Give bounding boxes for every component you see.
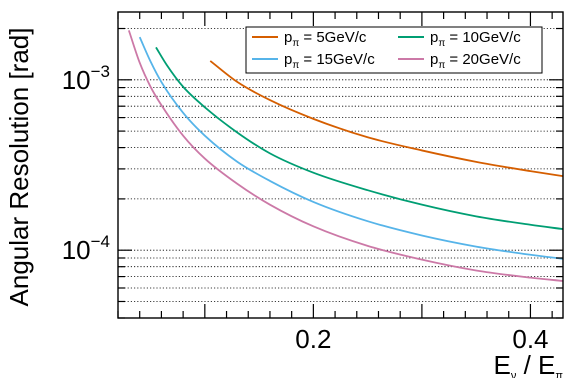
series-line-2 <box>155 46 563 230</box>
legend: pπ = 5GeV/c pπ = 10GeV/c pπ = 15GeV/c pπ = … <box>245 26 543 74</box>
svg-text:Eν / Eπ: Eν / Eπ <box>494 350 564 378</box>
series-line-3 <box>138 36 563 260</box>
legend-entry-label: pπ = 5GeV/c <box>284 29 367 49</box>
x-tick-label: 0.4 <box>512 324 548 354</box>
y-axis-label: Angular Resolution [rad] <box>4 28 34 307</box>
legend-box <box>245 26 543 74</box>
axis-ticks <box>117 12 563 319</box>
legend-entry-label: pπ = 15GeV/c <box>284 51 375 71</box>
series-layer <box>127 30 563 282</box>
y-tick-label: 10−4 <box>62 232 110 265</box>
x-tick-label: 0.2 <box>295 324 331 354</box>
x-axis-label: Eν / Eπ <box>494 350 564 378</box>
y-tick-label: 10−3 <box>62 62 110 95</box>
series-line-4 <box>127 30 563 282</box>
legend-entry-label: pπ = 20GeV/c <box>430 51 521 71</box>
tick-labels: 0.2 0.4 10−3 10−4 <box>62 62 549 354</box>
series-line-1 <box>209 60 563 178</box>
legend-entry-label: pπ = 10GeV/c <box>430 29 521 49</box>
plot-frame <box>117 11 564 319</box>
